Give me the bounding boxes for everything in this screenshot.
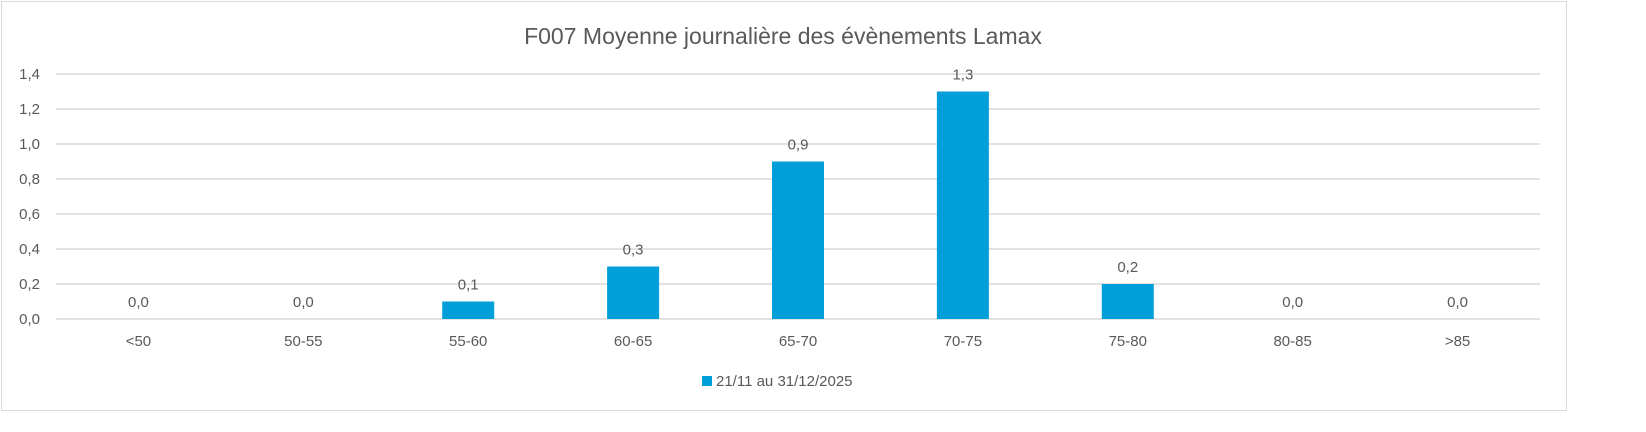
y-tick-label: 1,0 [19, 136, 40, 153]
x-tick-label: 75-80 [1109, 333, 1147, 350]
data-label: 0,0 [128, 294, 149, 311]
y-tick-label: 0,0 [19, 311, 40, 328]
x-tick-label: >85 [1445, 333, 1470, 350]
y-tick-label: 0,8 [19, 171, 40, 188]
x-tick-label: 65-70 [779, 333, 817, 350]
x-tick-label: 70-75 [944, 333, 982, 350]
y-tick-label: 0,6 [19, 206, 40, 223]
chart-title: F007 Moyenne journalière des évènements … [524, 23, 1042, 49]
data-label: 0,1 [458, 277, 479, 294]
x-tick-label: 50-55 [284, 333, 322, 350]
legend: 21/11 au 31/12/2025 [702, 373, 853, 390]
y-tick-label: 0,2 [19, 276, 40, 293]
y-tick-label: 1,2 [19, 101, 40, 118]
bar [772, 161, 824, 319]
data-label: 0,0 [1282, 294, 1303, 311]
y-tick-label: 0,4 [19, 241, 40, 258]
data-label: 0,0 [293, 294, 314, 311]
x-tick-label: <50 [126, 333, 151, 350]
data-label: 1,3 [952, 67, 973, 84]
bar [442, 301, 495, 319]
legend-swatch [702, 376, 712, 386]
legend-label: 21/11 au 31/12/2025 [716, 373, 853, 390]
x-tick-label: 80-85 [1273, 333, 1311, 350]
bar [607, 266, 660, 319]
data-label: 0,0 [1447, 294, 1468, 311]
y-tick-label: 1,4 [19, 66, 40, 83]
x-tick-label: 55-60 [449, 333, 487, 350]
bar [936, 91, 989, 319]
bar [1101, 284, 1154, 319]
x-tick-label: 60-65 [614, 333, 652, 350]
data-label: 0,3 [623, 242, 644, 259]
data-label: 0,2 [1117, 259, 1138, 276]
data-label: 0,9 [788, 137, 809, 154]
